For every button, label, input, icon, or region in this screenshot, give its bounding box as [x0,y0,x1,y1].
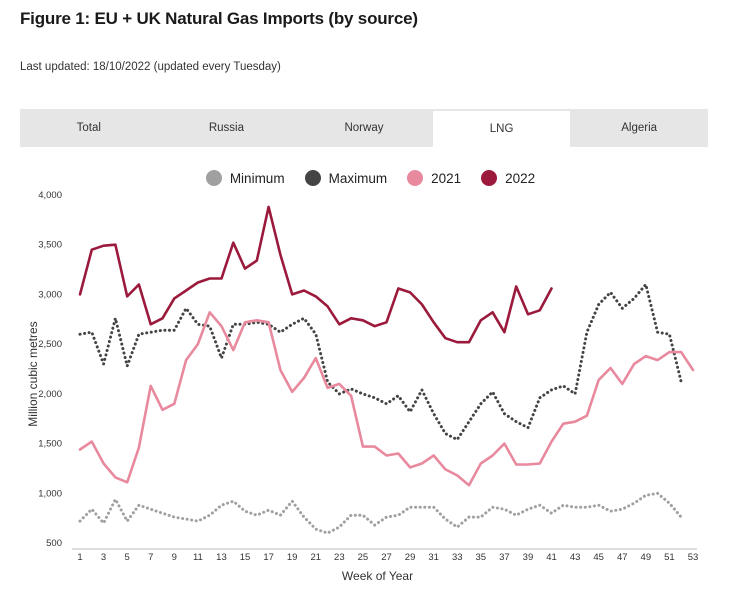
x-tick-label: 29 [405,552,416,563]
y-tick-label: 1,500 [38,439,62,450]
series-line-minimum[interactable] [78,491,683,535]
x-tick-label: 41 [546,552,557,563]
y-axis-tick-labels: 500 1,000 1,500 2,000 2,500 3,000 3,500 4,000 [38,190,62,549]
y-tick-label: 4,000 [38,190,62,201]
series-line-2021[interactable] [78,311,695,487]
last-updated-text: Last updated: 18/10/2022 (updated every … [20,61,281,73]
y-axis-title: Million cubic metres [26,321,40,426]
x-tick-label: 31 [428,552,439,563]
y-tick-label: 2,000 [38,389,62,400]
x-tick-label: 13 [216,552,227,563]
x-axis-tick-labels: 1 3 5 7 9 11 13 15 17 19 21 23 25 27 29 31 33 35 37 39 41 43 4… [77,552,698,563]
legend-marker-maximum [304,170,321,186]
legend-item-minimum[interactable]: Minimum [205,170,285,186]
series-line-maximum[interactable] [78,283,683,442]
x-tick-label: 45 [593,552,604,563]
legend-item-2021[interactable]: 2021 [407,170,461,186]
legend-label-2021: 2021 [431,170,462,186]
x-tick-label: 47 [617,552,628,563]
x-tick-label: 19 [287,552,298,563]
tab-algeria[interactable]: Algeria [621,122,658,134]
y-tick-label: 2,500 [38,339,62,350]
y-tick-label: 3,500 [38,240,62,251]
tab-norway[interactable]: Norway [344,122,384,134]
legend-marker-2022 [481,170,498,186]
x-tick-label: 3 [101,552,106,563]
legend-marker-minimum [205,170,222,186]
y-tick-label: 500 [46,538,62,549]
x-tick-label: 27 [381,552,392,563]
legend-item-maximum[interactable]: Maximum [304,170,388,186]
legend-label-minimum: Minimum [229,170,285,186]
y-tick-label: 3,000 [38,289,62,300]
x-tick-label: 5 [125,552,130,563]
figure-title: Figure 1: EU + UK Natural Gas Imports (b… [20,9,418,28]
x-axis-title: Week of Year [342,569,413,583]
x-tick-label: 21 [310,552,321,563]
x-tick-label: 9 [172,552,177,563]
x-tick-label: 17 [263,552,274,563]
legend-item-2022[interactable]: 2022 [481,170,535,186]
source-tab-bar: Total Russia Norway LNG Algeria [20,109,708,147]
x-tick-label: 35 [476,552,487,563]
x-tick-label: 39 [523,552,534,563]
x-tick-label: 1 [77,552,82,563]
tab-total[interactable]: Total [76,122,101,134]
x-tick-label: 15 [240,552,251,563]
x-tick-label: 53 [688,552,699,563]
series-line-2022[interactable] [78,205,553,344]
x-tick-label: 33 [452,552,463,563]
x-tick-label: 49 [641,552,652,563]
x-tick-label: 25 [358,552,369,563]
tab-russia[interactable]: Russia [208,122,244,134]
chart-legend: Minimum Maximum 2021 2022 [0,168,741,188]
legend-label-2022: 2022 [505,170,536,186]
x-tick-label: 23 [334,552,345,563]
series-lines [78,205,695,535]
legend-marker-2021 [407,170,424,186]
x-tick-label: 43 [570,552,581,563]
tab-lng[interactable]: LNG [432,111,571,147]
x-tick-label: 51 [664,552,675,563]
x-tick-label: 37 [499,552,510,563]
legend-label-maximum: Maximum [328,170,388,186]
x-tick-label: 11 [193,552,203,563]
y-tick-label: 1,000 [38,488,62,499]
x-tick-label: 7 [148,552,153,563]
